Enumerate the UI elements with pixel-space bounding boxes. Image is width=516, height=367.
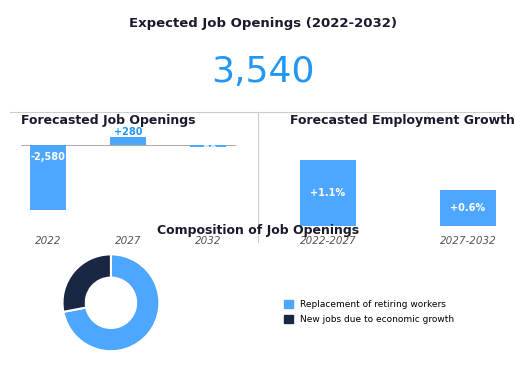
Bar <box>440 190 496 226</box>
Text: +1.1%: +1.1% <box>310 188 346 198</box>
Text: 3,540: 3,540 <box>212 55 315 89</box>
Bar <box>190 145 227 146</box>
Text: Forecasted Employment Growth Rate: Forecasted Employment Growth Rate <box>290 114 516 127</box>
Text: Expected Job Openings (2022-2032): Expected Job Openings (2022-2032) <box>129 17 397 30</box>
Text: +0.6%: +0.6% <box>450 203 486 213</box>
Wedge shape <box>63 254 159 351</box>
Text: -80: -80 <box>200 145 217 155</box>
Bar <box>30 145 67 210</box>
Legend: Replacement of retiring workers, New jobs due to economic growth: Replacement of retiring workers, New job… <box>284 300 454 324</box>
Text: -2,580: -2,580 <box>31 152 66 163</box>
Bar <box>300 160 356 226</box>
Text: Forecasted Job Openings: Forecasted Job Openings <box>21 114 195 127</box>
Text: Composition of Job Openings: Composition of Job Openings <box>157 224 359 237</box>
Wedge shape <box>62 254 111 312</box>
Bar <box>110 137 147 145</box>
Text: +280: +280 <box>114 127 143 137</box>
